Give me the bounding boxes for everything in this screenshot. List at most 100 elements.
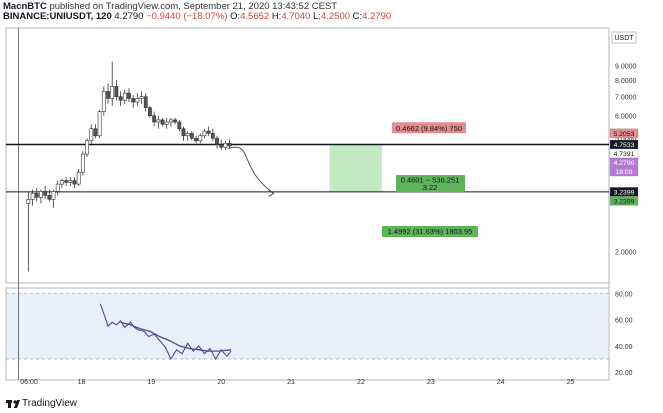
candle xyxy=(127,92,131,99)
candle xyxy=(198,135,203,142)
candle xyxy=(173,119,177,123)
indicator-y-tick-label: 80.00 xyxy=(615,291,633,298)
indicator-line xyxy=(120,321,232,352)
indicator-y-tick-label: 60.00 xyxy=(615,318,633,325)
currency-label-group: USDT xyxy=(611,31,637,44)
candle xyxy=(215,137,219,145)
indicator-band xyxy=(7,293,608,359)
stop-label: 0.4662 (9.84%) 750 xyxy=(396,124,462,133)
open-label: O: xyxy=(230,11,241,22)
candle xyxy=(89,128,94,142)
currency-box xyxy=(611,31,637,44)
tradingview-logo-icon xyxy=(6,400,20,408)
price-tag: 4.2790 xyxy=(609,157,639,168)
candle xyxy=(152,115,157,123)
indicator-line xyxy=(99,303,232,361)
y-tick-label: 6.0000 xyxy=(615,114,637,121)
candle xyxy=(164,121,169,125)
price-tag-bg xyxy=(609,196,639,206)
candle xyxy=(118,96,123,101)
x-tick-label: 21 xyxy=(287,379,295,386)
y-tick-label: 5.0000 xyxy=(615,136,637,143)
candle xyxy=(131,98,136,103)
y-tick-label: 2.0000 xyxy=(615,249,637,256)
candle xyxy=(51,191,56,200)
author-name[interactable]: MacnBTC xyxy=(3,1,47,12)
projection-curve xyxy=(228,146,274,194)
y-tick-label: 9.0000 xyxy=(615,64,637,71)
tradingview-brand[interactable]: TradingView xyxy=(22,398,78,409)
x-tick-label: 19 xyxy=(147,379,155,386)
price-tag-label: 5.2053 xyxy=(614,131,635,138)
price-tag-label: 4.7533 xyxy=(614,142,635,149)
candle xyxy=(72,180,77,185)
candle xyxy=(210,133,215,139)
price-tag: 3.2399 xyxy=(609,187,639,197)
y-tick-label: 8.0000 xyxy=(615,78,637,85)
candle xyxy=(43,191,48,196)
footer: TradingView xyxy=(0,395,663,413)
high-label: H: xyxy=(271,11,282,22)
profit-zone xyxy=(329,144,382,192)
candle xyxy=(55,183,60,192)
candle xyxy=(110,86,115,99)
x-tick-label: 20 xyxy=(217,379,225,386)
x-tick-label: 22 xyxy=(357,379,365,386)
price-tag-label: 3.2399 xyxy=(614,198,635,205)
candle xyxy=(76,171,81,185)
price-tag: 5.2053 xyxy=(609,128,639,138)
close-label: C: xyxy=(352,11,363,22)
price-tag-bg xyxy=(609,166,639,177)
candle xyxy=(185,133,190,137)
candle xyxy=(160,119,165,125)
entry-label-2: 3.22 xyxy=(423,183,438,192)
x-tick-label: 23 xyxy=(427,379,435,386)
price-tag-label: 3.2399 xyxy=(614,189,635,196)
stop-label-bg xyxy=(392,122,466,134)
indicator-y-tick-label: 40.00 xyxy=(615,344,633,351)
price-tag: 4.7533 xyxy=(609,139,639,150)
candle xyxy=(101,91,106,112)
candle xyxy=(223,142,228,148)
price-tag-label: 4.7391 xyxy=(614,151,635,158)
price-tag-label: 4.2790 xyxy=(614,160,635,167)
price-tag-label: 18:09 xyxy=(615,169,632,176)
low-value: 4.2500 xyxy=(320,11,351,22)
candle xyxy=(202,130,207,137)
low-label: L: xyxy=(313,11,321,22)
candle xyxy=(97,111,102,137)
candle xyxy=(219,144,224,148)
candle xyxy=(189,133,194,139)
last-price: 4.2790 xyxy=(114,11,144,22)
currency-label: USDT xyxy=(614,35,634,42)
price-tag-bg xyxy=(609,128,639,138)
price-tag: 3.2399 xyxy=(609,196,639,206)
price-tag: 4.7391 xyxy=(609,148,639,159)
main-pane xyxy=(5,27,610,284)
candle xyxy=(177,121,182,130)
high-value: 4.7040 xyxy=(281,11,311,22)
price-change: −0.9440 (−18.07%) xyxy=(146,11,228,22)
candle xyxy=(114,86,119,97)
publish-info: MacnBTC published on TradingView.com, Se… xyxy=(3,1,337,12)
candle xyxy=(122,92,127,101)
indicator-y-tick-label: 20.00 xyxy=(615,370,633,377)
x-tick-label: 18 xyxy=(78,379,86,386)
candle xyxy=(39,191,43,198)
candle xyxy=(80,153,85,173)
candle xyxy=(106,91,110,99)
x-tick-label: 24 xyxy=(497,379,505,386)
candle xyxy=(85,140,89,155)
open-value: 4.5652 xyxy=(240,11,270,22)
candle xyxy=(64,180,68,183)
symbol-label: BINANCE:UNIUSDT, 120 xyxy=(3,11,112,22)
candle xyxy=(135,98,140,103)
candle xyxy=(93,128,98,137)
candle xyxy=(168,119,173,123)
entry-label-bg xyxy=(396,175,465,192)
candle xyxy=(143,96,148,109)
candle xyxy=(26,199,31,204)
candle xyxy=(139,96,144,99)
candle xyxy=(30,193,35,200)
